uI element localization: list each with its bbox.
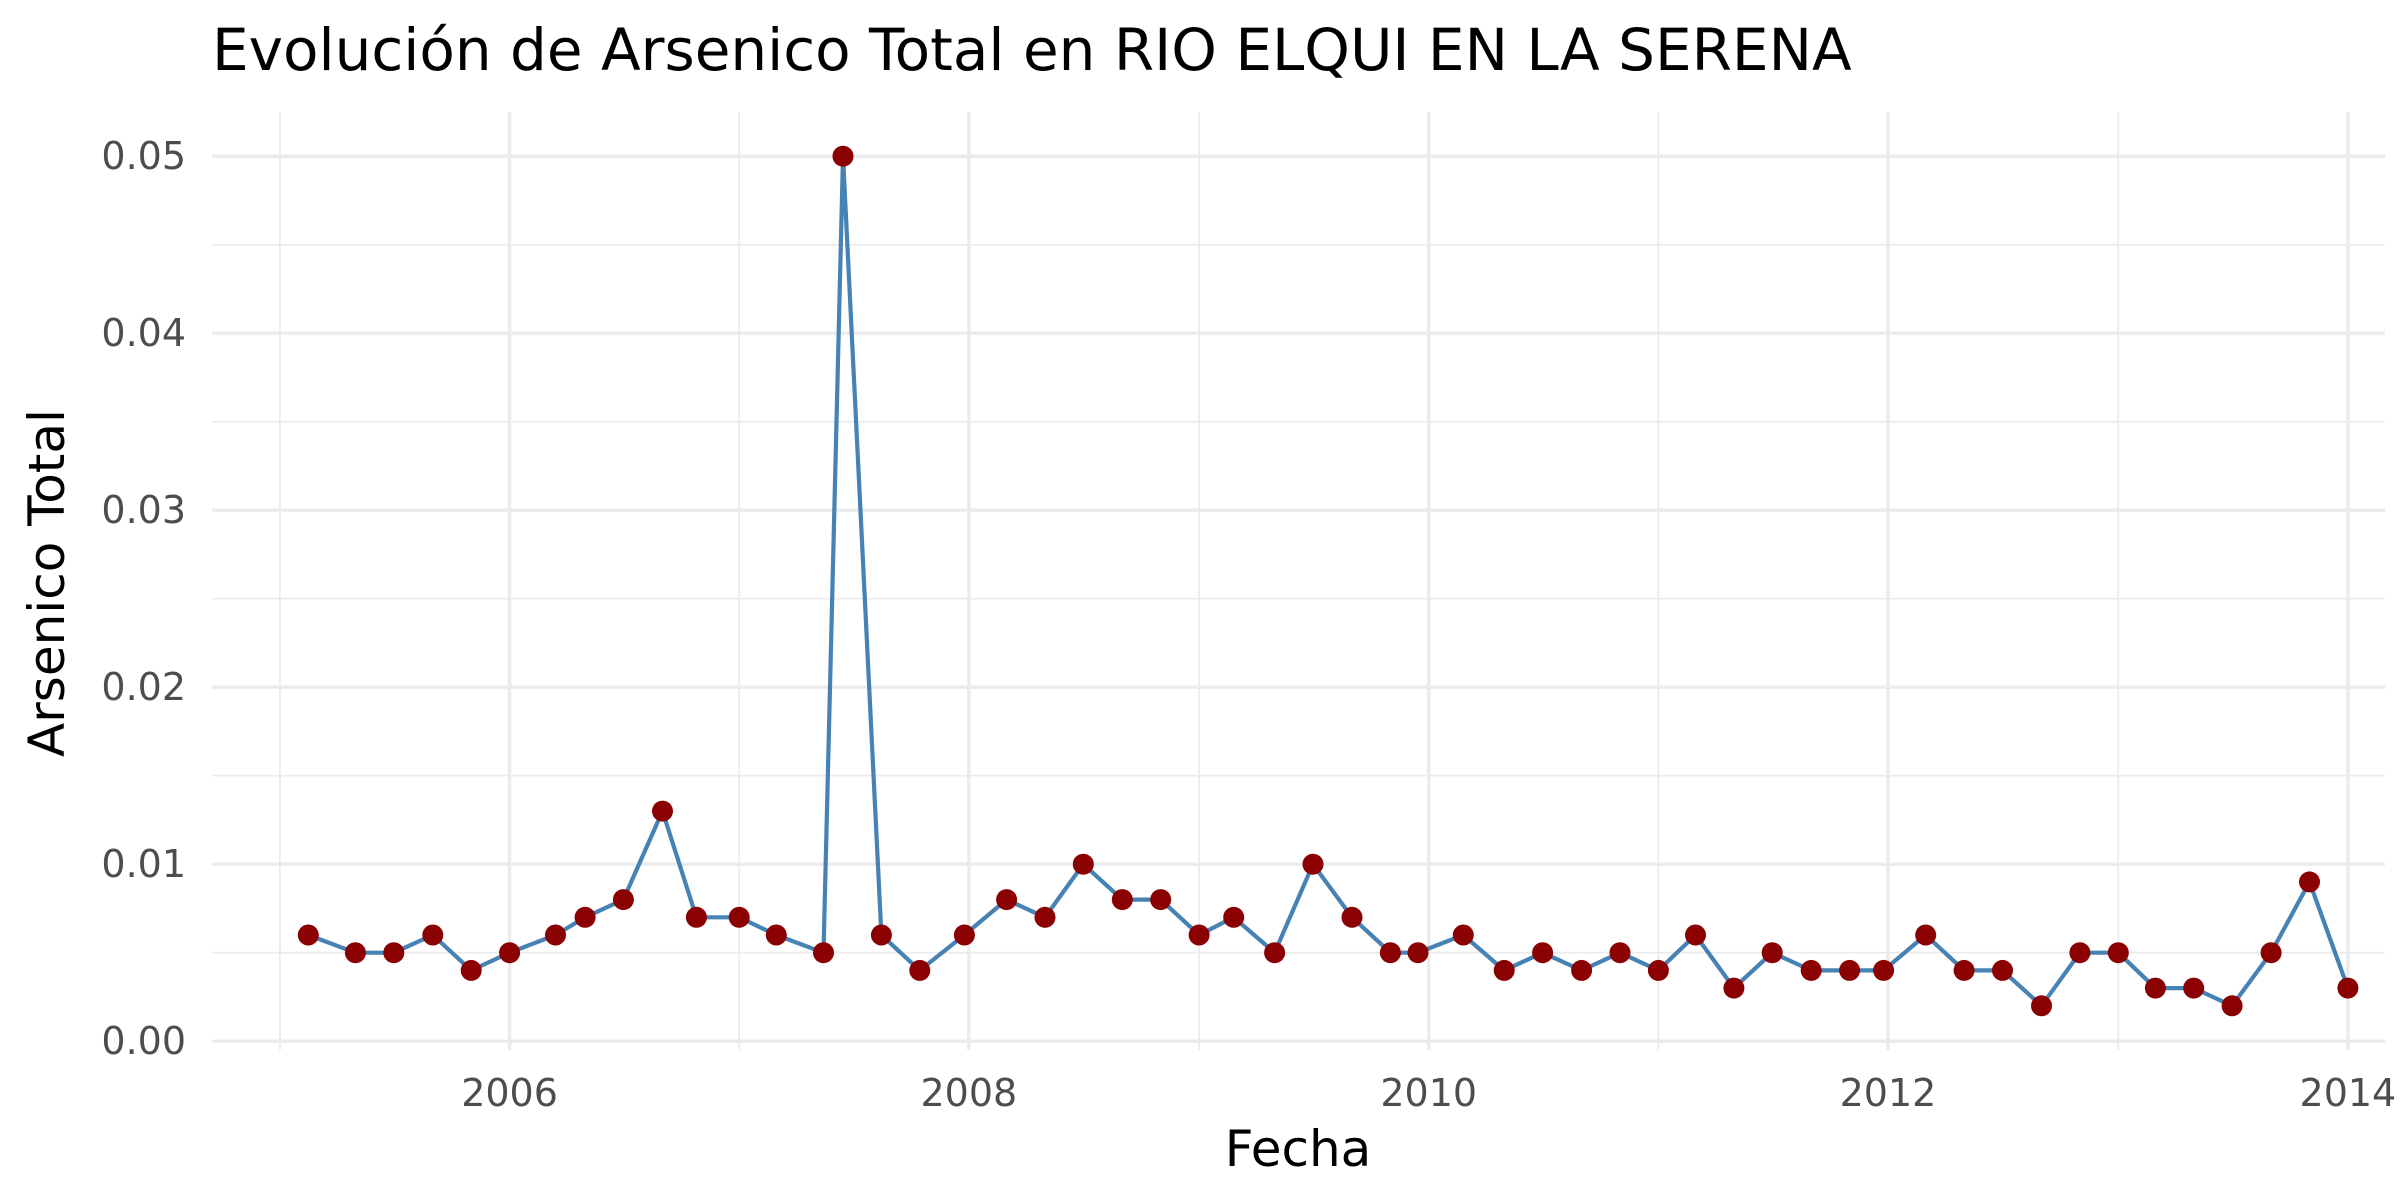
data-point — [297, 924, 319, 946]
data-point — [344, 942, 366, 964]
data-point — [2107, 942, 2129, 964]
data-point — [383, 942, 405, 964]
data-point — [1150, 889, 1172, 911]
x-tick-label: 2014 — [2300, 1071, 2397, 1115]
data-point — [460, 959, 482, 981]
x-tick-label: 2008 — [920, 1071, 1017, 1115]
data-point — [1685, 924, 1706, 946]
data-point — [545, 924, 566, 946]
data-point — [612, 889, 634, 911]
data-point — [574, 906, 596, 928]
data-point — [953, 924, 975, 946]
data-point — [1302, 853, 1324, 875]
data-point — [2183, 977, 2205, 999]
grid — [212, 112, 2385, 1050]
data-point — [813, 942, 834, 964]
data-point — [685, 906, 707, 928]
data-point — [2337, 977, 2359, 999]
y-axis-ticks: 0.00 0.01 0.02 0.03 0.04 0.05 — [101, 134, 186, 1063]
x-tick-label: 2010 — [1380, 1071, 1477, 1115]
data-point — [1493, 959, 1515, 981]
data-point — [1992, 959, 2013, 981]
data-point — [1723, 977, 1745, 999]
y-tick-label: 0.01 — [101, 842, 186, 886]
data-point — [1264, 942, 1286, 964]
data-point — [870, 924, 892, 946]
data-point — [2144, 977, 2166, 999]
y-tick-label: 0.04 — [101, 311, 186, 355]
data-point — [1407, 942, 1429, 964]
chart-title: Evolución de Arsenico Total en RIO ELQUI… — [212, 16, 1852, 84]
data-point — [1072, 853, 1094, 875]
y-tick-label: 0.02 — [101, 665, 186, 709]
data-point — [1452, 924, 1474, 946]
data-point — [1341, 906, 1363, 928]
data-point — [1188, 924, 1210, 946]
data-point — [2031, 995, 2052, 1017]
y-tick-label: 0.00 — [101, 1019, 186, 1063]
data-point — [1532, 942, 1554, 964]
x-tick-label: 2006 — [461, 1071, 558, 1115]
data-point — [2299, 871, 2320, 893]
data-point — [1915, 924, 1937, 946]
data-point — [499, 942, 521, 964]
y-axis-title: Arsenico Total — [18, 409, 76, 757]
data-point — [1839, 959, 1861, 981]
data-point — [1873, 959, 1895, 981]
data-point — [728, 906, 750, 928]
y-tick-label: 0.05 — [101, 134, 186, 178]
data-point — [2260, 942, 2282, 964]
y-tick-label: 0.03 — [101, 488, 186, 532]
data-point — [2221, 995, 2243, 1017]
data-point — [909, 959, 931, 981]
x-axis-title: Fecha — [1225, 1120, 1372, 1178]
x-tick-label: 2012 — [1840, 1071, 1937, 1115]
data-point — [1111, 889, 1133, 911]
data-point — [1761, 942, 1783, 964]
data-point — [2069, 942, 2091, 964]
data-point — [1571, 959, 1593, 981]
data-point — [832, 145, 854, 167]
x-axis-ticks: 2006 2008 2010 2012 2014 — [461, 1071, 2396, 1115]
data-point — [1647, 959, 1669, 981]
data-point — [1800, 959, 1822, 981]
data-point — [1034, 906, 1056, 928]
data-point — [652, 800, 673, 822]
data-point — [1953, 959, 1975, 981]
data-point — [1223, 906, 1245, 928]
series-line-group — [306, 154, 2350, 1008]
data-point — [1609, 942, 1631, 964]
data-point — [996, 889, 1018, 911]
data-points — [297, 145, 2359, 1017]
series-line — [306, 154, 2350, 1008]
data-point — [422, 924, 444, 946]
data-point — [765, 924, 787, 946]
data-point — [1379, 942, 1401, 964]
